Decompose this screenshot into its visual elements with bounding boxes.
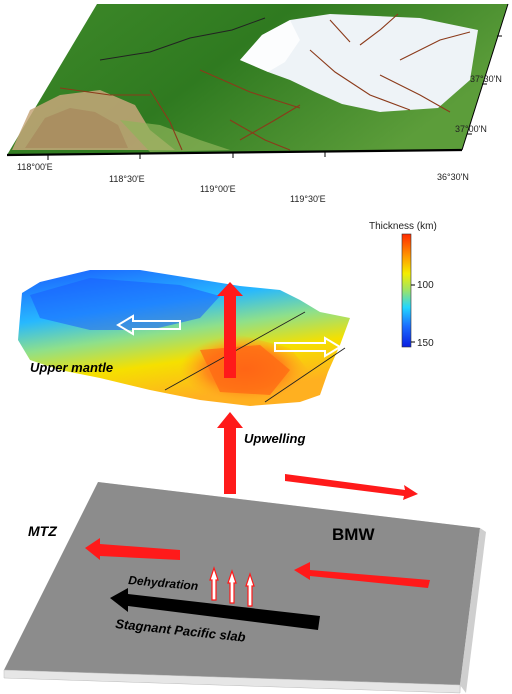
mtz-plane: MTZ BMW Dehydration Stagnant Pacific sla… bbox=[3, 474, 486, 694]
mantle-upwelling-arrow bbox=[217, 282, 243, 378]
bmw-label: BMW bbox=[332, 525, 375, 544]
lon-label-1: 118°00'E bbox=[17, 162, 53, 172]
east-flow-arrow bbox=[294, 562, 430, 588]
dehydration-label: Dehydration bbox=[128, 573, 199, 593]
lon-label-4: 119°30'E bbox=[290, 194, 326, 204]
upwelling-arrow bbox=[217, 412, 243, 494]
lat-label-1: 37°30'N bbox=[470, 74, 502, 84]
upper-mantle-layer: Upper mantle bbox=[18, 270, 350, 406]
colorbar-title: Thickness (km) bbox=[369, 221, 437, 232]
dehydration-arrows bbox=[209, 566, 255, 607]
map-faults bbox=[59, 13, 471, 151]
upper-mantle-label: Upper mantle bbox=[30, 360, 113, 375]
flow-arrow-east bbox=[274, 336, 342, 358]
colorbar-tick-150: 150 bbox=[417, 338, 434, 349]
lat-label-3: 36°30'N bbox=[437, 172, 469, 182]
colorbar-tick-100: 100 bbox=[417, 280, 434, 291]
map-ticks bbox=[47, 35, 502, 160]
slab-surface bbox=[4, 482, 480, 685]
upwelling-label: Upwelling bbox=[244, 431, 305, 446]
west-flow-arrow bbox=[85, 538, 180, 560]
lon-label-3: 119°00'E bbox=[200, 184, 236, 194]
topographic-map: 118°00'E 118°30'E 119°00'E 119°30'E 37°3… bbox=[6, 3, 509, 204]
lon-label-2: 118°30'E bbox=[109, 174, 145, 184]
slab-motion-arrow bbox=[110, 588, 320, 630]
thickness-colorbar: Thickness (km) 100 150 bbox=[369, 221, 437, 349]
lat-label-2: 37°00'N bbox=[455, 124, 487, 134]
map-sea bbox=[240, 14, 478, 112]
map-river bbox=[99, 17, 266, 61]
flow-arrow-west bbox=[116, 314, 181, 336]
bmw-outflow-arrow bbox=[285, 474, 418, 500]
mtz-label: MTZ bbox=[28, 523, 57, 539]
